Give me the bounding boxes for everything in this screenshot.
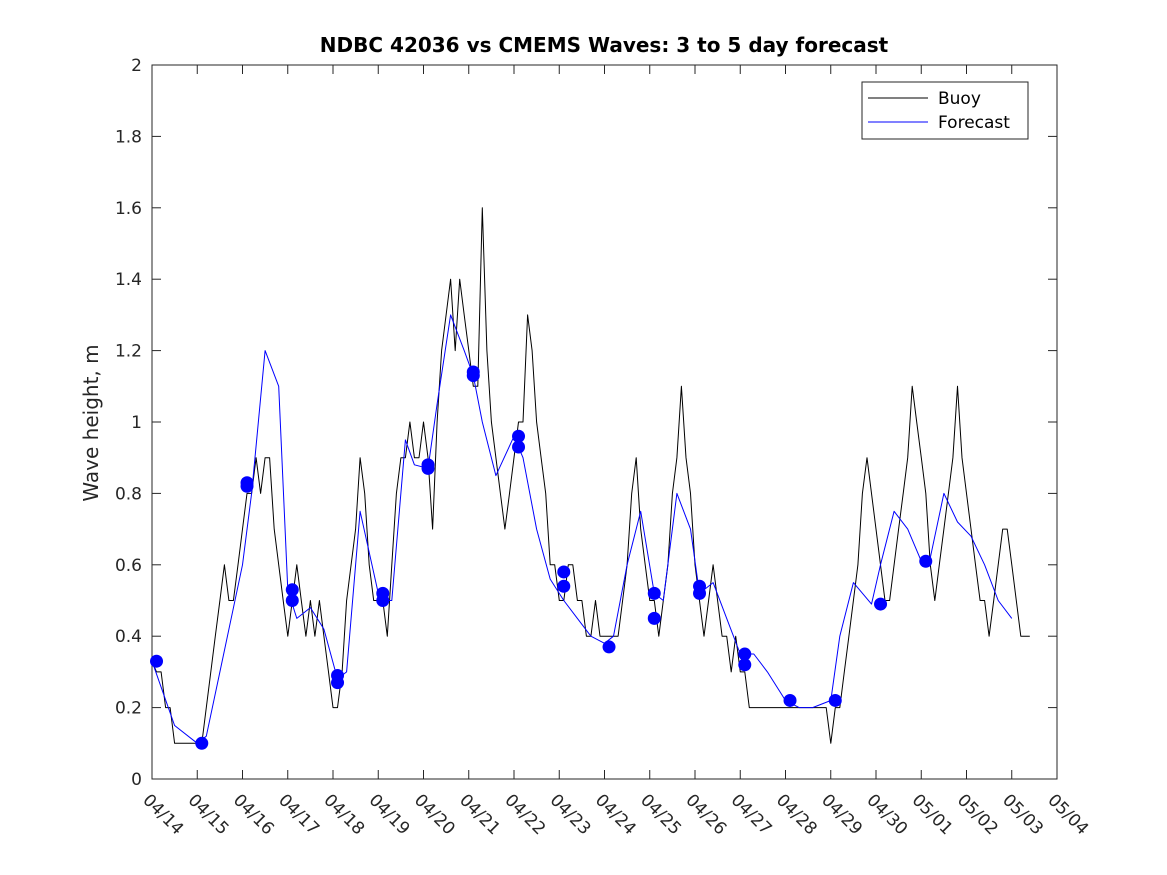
x-tick-label: 05/01	[908, 790, 957, 839]
x-tick-label: 04/17	[274, 790, 323, 839]
x-tick-label: 04/28	[772, 790, 821, 839]
forecast-marker	[195, 736, 209, 750]
x-tick-label: 04/23	[546, 790, 595, 839]
x-tick-label: 04/27	[727, 790, 776, 839]
forecast-marker	[647, 611, 661, 625]
y-axis: 0 0.2 0.4 0.6 0.8 1 1.2 1.4 1.6 1.8 2	[115, 56, 1057, 790]
x-tick-label: 04/22	[500, 790, 549, 839]
x-tick-label: 04/30	[862, 790, 911, 839]
y-tick-label: 0.8	[115, 484, 142, 504]
forecast-marker	[738, 647, 752, 661]
plot-area	[151, 64, 1058, 780]
legend-buoy-label: Buoy	[938, 89, 981, 109]
x-tick-label: 04/15	[184, 790, 233, 839]
forecast-marker	[421, 461, 435, 475]
x-tick-label: 04/24	[591, 790, 640, 839]
legend-box	[861, 81, 1029, 140]
forecast-marker	[150, 654, 164, 668]
forecast-marker	[919, 554, 933, 568]
forecast-marker	[376, 594, 390, 607]
series-line-forecast	[151, 314, 1013, 744]
y-tick-label: 0	[131, 770, 142, 790]
y-tick-label: 0.6	[115, 556, 142, 576]
forecast-marker	[874, 597, 888, 611]
y-tick-label: 1.2	[115, 342, 142, 362]
y-tick-label: 1.8	[115, 127, 142, 147]
legend-forecast-label: Forecast	[938, 113, 1010, 133]
forecast-marker	[738, 658, 752, 672]
y-tick-label: 1	[131, 413, 142, 433]
forecast-marker	[647, 586, 661, 600]
forecast-marker	[331, 676, 345, 690]
x-tick-label: 04/21	[455, 790, 504, 839]
x-tick-label: 04/18	[319, 790, 368, 839]
forecast-marker	[557, 579, 571, 593]
legend: Buoy Forecast	[861, 81, 1029, 140]
forecast-marker	[828, 693, 842, 707]
x-tick-label: 05/03	[998, 790, 1047, 839]
forecast-marker	[693, 586, 707, 600]
x-tick-label: 04/25	[636, 790, 685, 839]
chart-title: NDBC 42036 vs CMEMS Waves: 3 to 5 day fo…	[320, 33, 889, 57]
x-tick-label: 04/26	[681, 790, 730, 839]
forecast-marker	[240, 479, 254, 493]
y-axis-label: Wave height, m	[79, 344, 103, 501]
y-tick-label: 0.4	[115, 627, 142, 647]
forecast-marker	[512, 429, 526, 443]
forecast-marker	[783, 693, 797, 707]
y-tick-label: 1.6	[115, 199, 142, 219]
forecast-marker	[512, 440, 526, 454]
y-tick-label: 1.4	[115, 270, 142, 290]
marker-layer	[150, 365, 933, 750]
x-tick-label: 04/29	[817, 790, 866, 839]
forecast-marker	[466, 369, 480, 383]
x-tick-label: 05/04	[1043, 790, 1092, 839]
forecast-marker	[602, 640, 616, 654]
forecast-marker	[285, 594, 299, 607]
x-tick-label: 04/16	[229, 790, 278, 839]
forecast-marker	[557, 565, 571, 579]
x-tick-label: 04/14	[138, 790, 187, 839]
forecast-marker	[285, 583, 299, 597]
y-tick-label: 0.2	[115, 699, 142, 719]
y-tick-label: 2	[131, 56, 142, 76]
x-tick-label: 04/20	[410, 790, 459, 839]
series-layer	[151, 207, 1030, 744]
x-tick-label: 04/19	[365, 790, 414, 839]
x-tick-label: 05/02	[953, 790, 1002, 839]
